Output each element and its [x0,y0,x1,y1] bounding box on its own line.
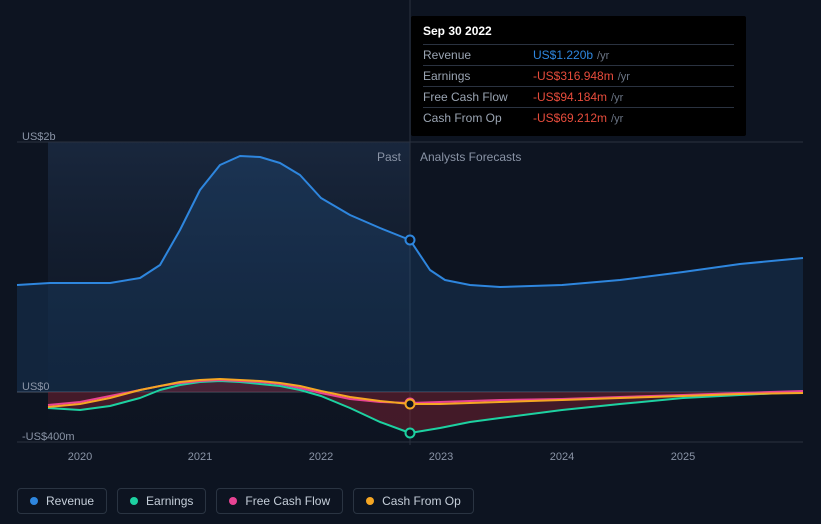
tooltip-unit: /yr [597,50,609,62]
past-label: Past [377,150,401,164]
tooltip-label: Free Cash Flow [423,90,533,104]
forecast-label: Analysts Forecasts [420,150,521,164]
legend-label: Earnings [146,494,193,508]
tooltip-row: Cash From Op-US$69.212m/yr [423,107,734,128]
tooltip-row: Earnings-US$316.948m/yr [423,65,734,86]
x-axis-label: 2020 [68,451,92,463]
tooltip-value: -US$69.212m [533,111,607,125]
y-axis-label: US$0 [22,381,50,393]
tooltip-unit: /yr [611,92,623,104]
legend-dot-icon [229,497,237,505]
x-axis-label: 2021 [188,451,212,463]
tooltip-row: RevenueUS$1.220b/yr [423,44,734,65]
tooltip-box: Sep 30 2022 RevenueUS$1.220b/yrEarnings-… [411,16,746,136]
y-axis-label: -US$400m [22,431,75,443]
legend-item-revenue[interactable]: Revenue [17,488,107,514]
legend-dot-icon [30,497,38,505]
x-axis-label: 2022 [309,451,333,463]
tooltip-value: -US$316.948m [533,69,614,83]
legend-label: Free Cash Flow [245,494,330,508]
y-axis-label: US$2b [22,131,56,143]
tooltip-unit: /yr [618,71,630,83]
tooltip-date: Sep 30 2022 [423,24,734,44]
tooltip-label: Earnings [423,69,533,83]
x-axis-label: 2024 [550,451,574,463]
legend-item-free-cash-flow[interactable]: Free Cash Flow [216,488,343,514]
tooltip-label: Cash From Op [423,111,533,125]
legend-dot-icon [130,497,138,505]
x-axis-label: 2023 [429,451,453,463]
legend-dot-icon [366,497,374,505]
chart-container: Sep 30 2022 RevenueUS$1.220b/yrEarnings-… [0,0,821,524]
legend: Revenue Earnings Free Cash Flow Cash From O… [17,488,474,514]
tooltip-label: Revenue [423,48,533,62]
tooltip-value: -US$94.184m [533,90,607,104]
x-axis-label: 2025 [671,451,695,463]
legend-item-cash-from-op[interactable]: Cash From Op [353,488,474,514]
legend-item-earnings[interactable]: Earnings [117,488,206,514]
tooltip-value: US$1.220b [533,48,593,62]
legend-label: Revenue [46,494,94,508]
tooltip-unit: /yr [611,113,623,125]
tooltip-row: Free Cash Flow-US$94.184m/yr [423,86,734,107]
legend-label: Cash From Op [382,494,461,508]
